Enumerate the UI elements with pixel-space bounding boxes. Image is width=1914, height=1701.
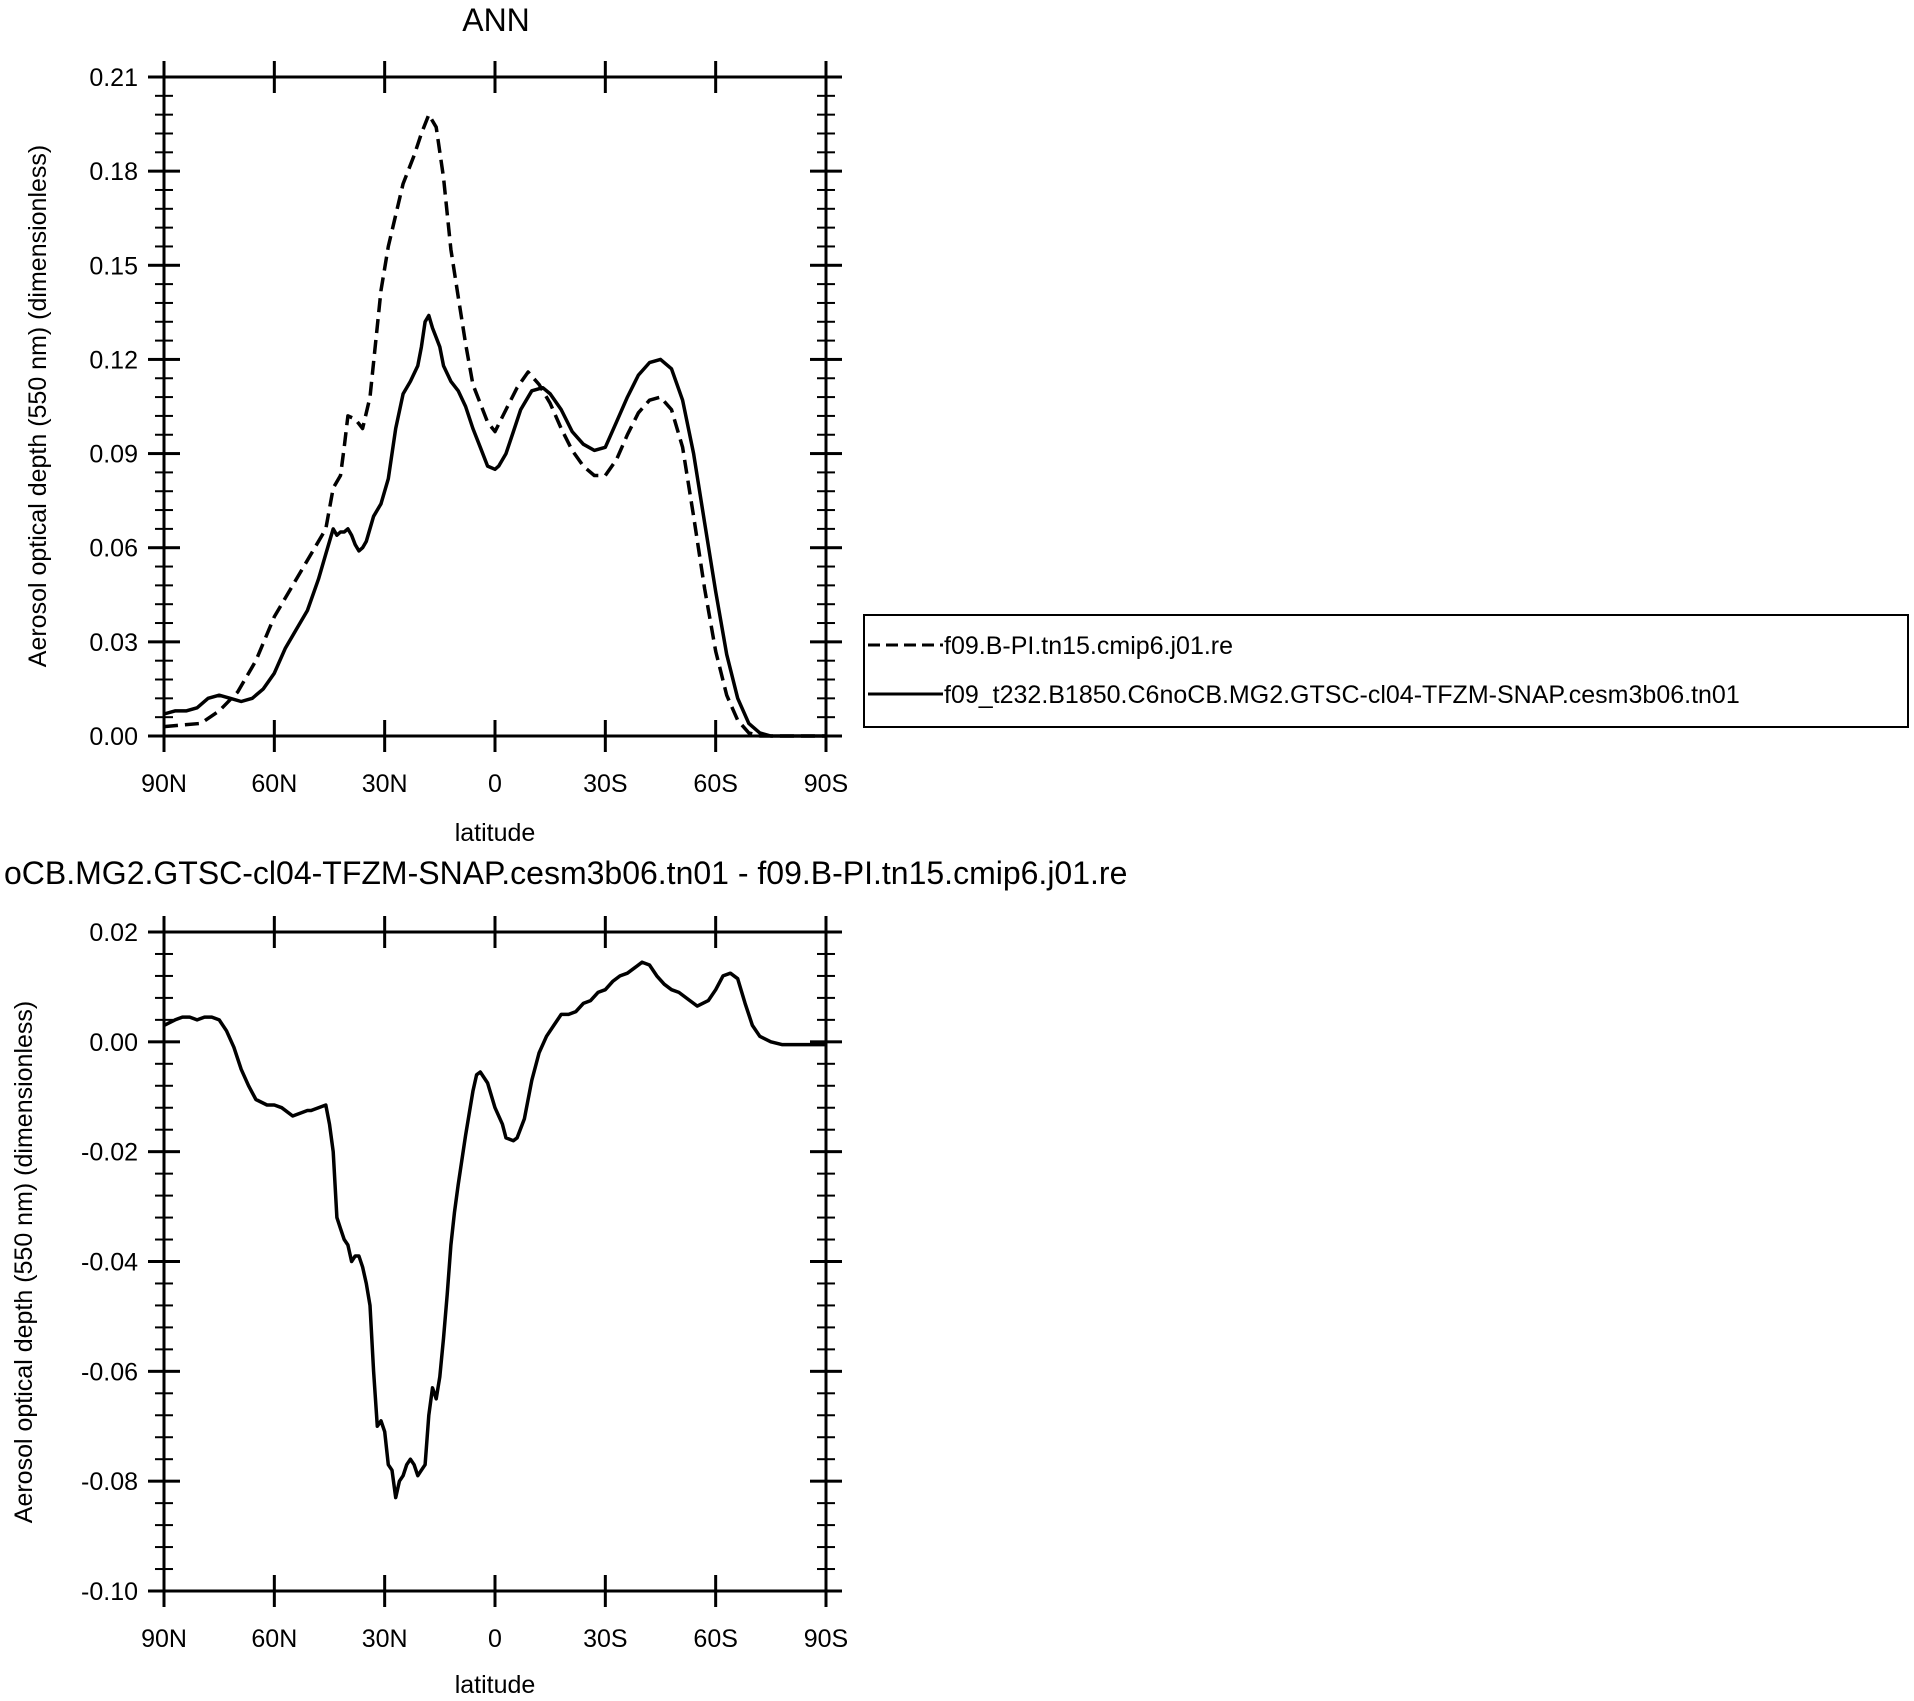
top-series-layer (163, 112, 826, 738)
top-x-axis-label: latitude (455, 819, 536, 847)
top-y-tick-label: 0.00 (89, 723, 138, 751)
legend: f09.B-PI.tn15.cmip6.j01.re f09_t232.B185… (863, 614, 1909, 728)
bottom-y-tick-label: -0.04 (81, 1249, 138, 1277)
top-x-tick-label: 30S (583, 770, 627, 798)
bottom-y-tick-label: -0.06 (81, 1358, 138, 1386)
top-x-tick-label: 30N (362, 770, 408, 798)
bottom-y-axis-label: Aerosol optical depth (550 nm) (dimensio… (10, 1001, 38, 1523)
bottom-x-tick-label: 60N (251, 1625, 297, 1653)
bottom-x-tick-label: 60S (693, 1625, 737, 1653)
top-y-tick-label: 0.06 (89, 535, 138, 563)
top-y-tick-label: 0.21 (89, 64, 138, 92)
top-y-ticks: 0.00 0.03 0.06 0.09 0.12 0.15 0.18 0.21 (89, 64, 842, 751)
top-series-1-line (163, 112, 826, 738)
bottom-chart-title: oCB.MG2.GTSC-cl04-TFZM-SNAP.cesm3b06.tn0… (4, 855, 1127, 891)
top-plot-frame (162, 75, 828, 738)
bottom-y-ticks: -0.10 -0.08 -0.06 -0.04 -0.02 0.00 0.02 (81, 919, 842, 1606)
top-y-tick-label: 0.15 (89, 252, 138, 280)
bottom-panel: oCB.MG2.GTSC-cl04-TFZM-SNAP.cesm3b06.tn0… (4, 855, 1127, 1699)
bottom-y-tick-label: 0.02 (89, 919, 138, 947)
top-y-tick-label: 0.18 (89, 158, 138, 186)
bottom-x-tick-label: 90S (804, 1625, 848, 1653)
bottom-y-tick-label: -0.10 (81, 1578, 138, 1606)
legend-entry-2-label: f09_t232.B1850.C6noCB.MG2.GTSC-cl04-TFZM… (944, 681, 1740, 709)
top-x-tick-label: 60N (251, 770, 297, 798)
top-y-tick-label: 0.03 (89, 629, 138, 657)
bottom-x-tick-label: 30S (583, 1625, 627, 1653)
legend-box (863, 614, 1909, 728)
top-y-tick-label: 0.12 (89, 346, 138, 374)
top-x-tick-label: 60S (693, 770, 737, 798)
top-y-tick-label: 0.09 (89, 441, 138, 469)
top-x-tick-label: 90N (141, 770, 187, 798)
bottom-x-ticks: 90N 60N 30N 0 30S 60S 90S (141, 916, 848, 1653)
bottom-x-tick-label: 30N (362, 1625, 408, 1653)
bottom-series-layer (163, 960, 826, 1500)
top-series-2-line (163, 313, 826, 738)
top-chart-title: ANN (462, 2, 530, 38)
legend-entry-1-label: f09.B-PI.tn15.cmip6.j01.re (944, 632, 1233, 660)
bottom-y-tick-label: 0.00 (89, 1029, 138, 1057)
bottom-y-tick-label: -0.08 (81, 1468, 138, 1496)
top-panel: ANN 0.00 0.03 0.06 0.09 0.12 0.15 0.18 0.21 90N… (24, 2, 1909, 847)
bottom-x-tick-label: 0 (488, 1625, 502, 1653)
top-x-tick-label: 0 (488, 770, 502, 798)
top-x-ticks: 90N 60N 30N 0 30S 60S 90S (141, 61, 848, 798)
bottom-y-tick-label: -0.02 (81, 1139, 138, 1167)
bottom-x-tick-label: 90N (141, 1625, 187, 1653)
bottom-series-1-line (163, 960, 826, 1500)
bottom-x-axis-label: latitude (455, 1671, 536, 1699)
bottom-plot-frame (162, 930, 828, 1593)
top-x-tick-label: 90S (804, 770, 848, 798)
top-y-axis-label: Aerosol optical depth (550 nm) (dimensio… (24, 145, 52, 667)
